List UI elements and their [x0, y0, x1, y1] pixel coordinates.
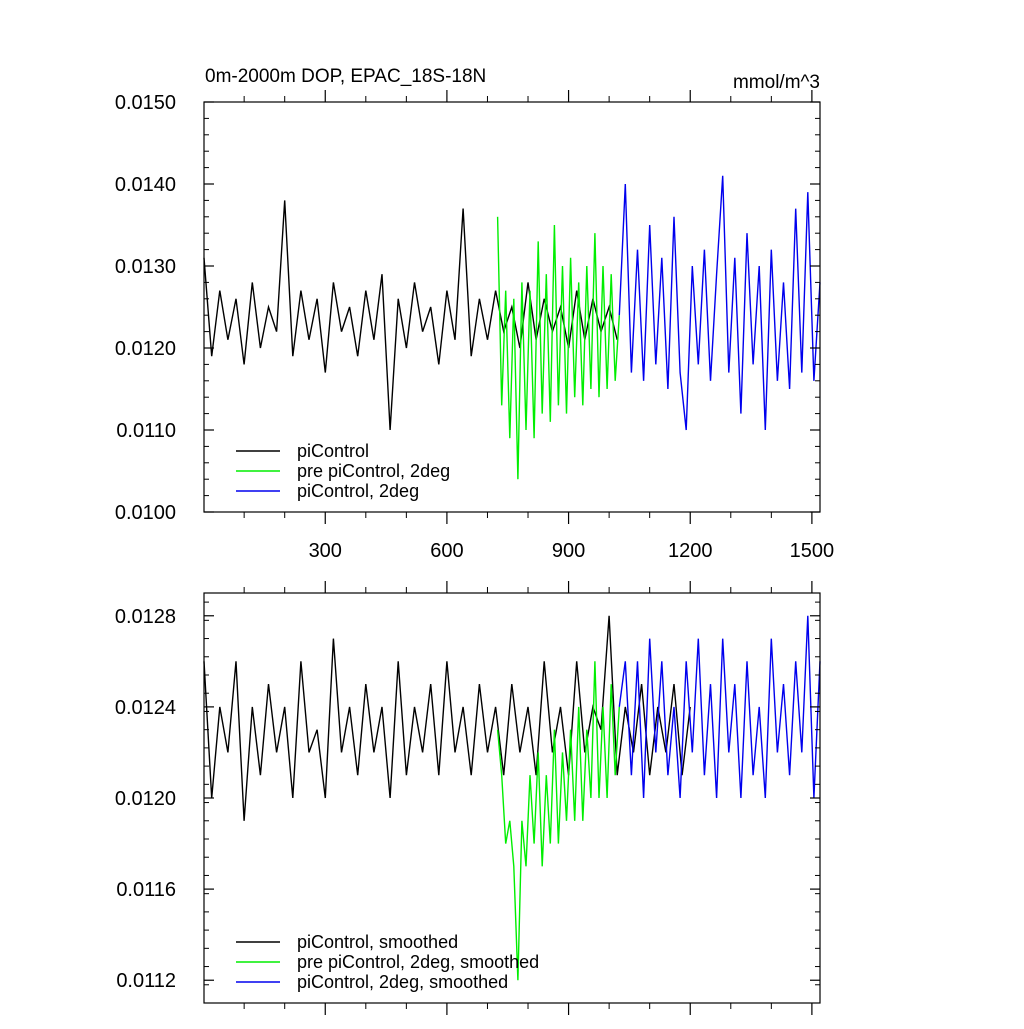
y-tick-label-1-1: 0.0116	[116, 879, 176, 901]
legend-label-0-2: piControl, 2deg	[297, 481, 419, 501]
x-tick-label-0-0: 300	[309, 540, 342, 562]
series-line-0-0	[203, 200, 618, 431]
y-tick-label-0-4: 0.0140	[115, 174, 176, 196]
x-tick-label-0-2: 900	[552, 540, 585, 562]
y-tick-label-0-1: 0.0110	[116, 420, 176, 442]
chart-panel-top: 0m-2000m DOP, EPAC_18S-18N mmol/m^3 0.01…	[115, 66, 834, 562]
y-tick-label-0-2: 0.0120	[115, 338, 176, 360]
y-tick-label-0-5: 0.0150	[115, 92, 176, 114]
chart-panel-bottom: 0.0112 0.0116 0.0120 0.0124 0.0128 piControl,…	[115, 581, 821, 1015]
legend-label-0-0: piControl	[297, 441, 369, 461]
x-tick-label-0-1: 600	[430, 540, 463, 562]
series-line-1-1	[496, 661, 620, 981]
y-tick-label-1-3: 0.0124	[115, 697, 176, 719]
series-line-0-1	[496, 216, 620, 480]
x-tick-label-0-4: 1500	[790, 540, 835, 562]
legend-label-0-1: pre piControl, 2deg	[297, 461, 450, 481]
legend-label-1-0: piControl, smoothed	[297, 932, 458, 952]
legend-label-1-2: piControl, 2deg, smoothed	[297, 972, 508, 992]
legend-label-1-1: pre piControl, 2deg, smoothed	[297, 952, 539, 972]
series-line-1-2	[618, 615, 821, 799]
y-tick-label-1-2: 0.0120	[115, 788, 176, 810]
x-tick-label-0-3: 1200	[668, 540, 713, 562]
y-tick-label-1-0: 0.0112	[116, 970, 176, 992]
y-tick-label-0-0: 0.0100	[115, 502, 176, 524]
y-tick-label-0-3: 0.0130	[115, 256, 176, 278]
series-line-1-0	[203, 615, 691, 821]
plot-frame-0	[203, 101, 821, 513]
chart-title: 0m-2000m DOP, EPAC_18S-18N	[205, 66, 486, 87]
y-tick-label-1-4: 0.0128	[115, 606, 176, 628]
chart-units: mmol/m^3	[733, 72, 820, 93]
series-line-0-2	[618, 175, 821, 431]
